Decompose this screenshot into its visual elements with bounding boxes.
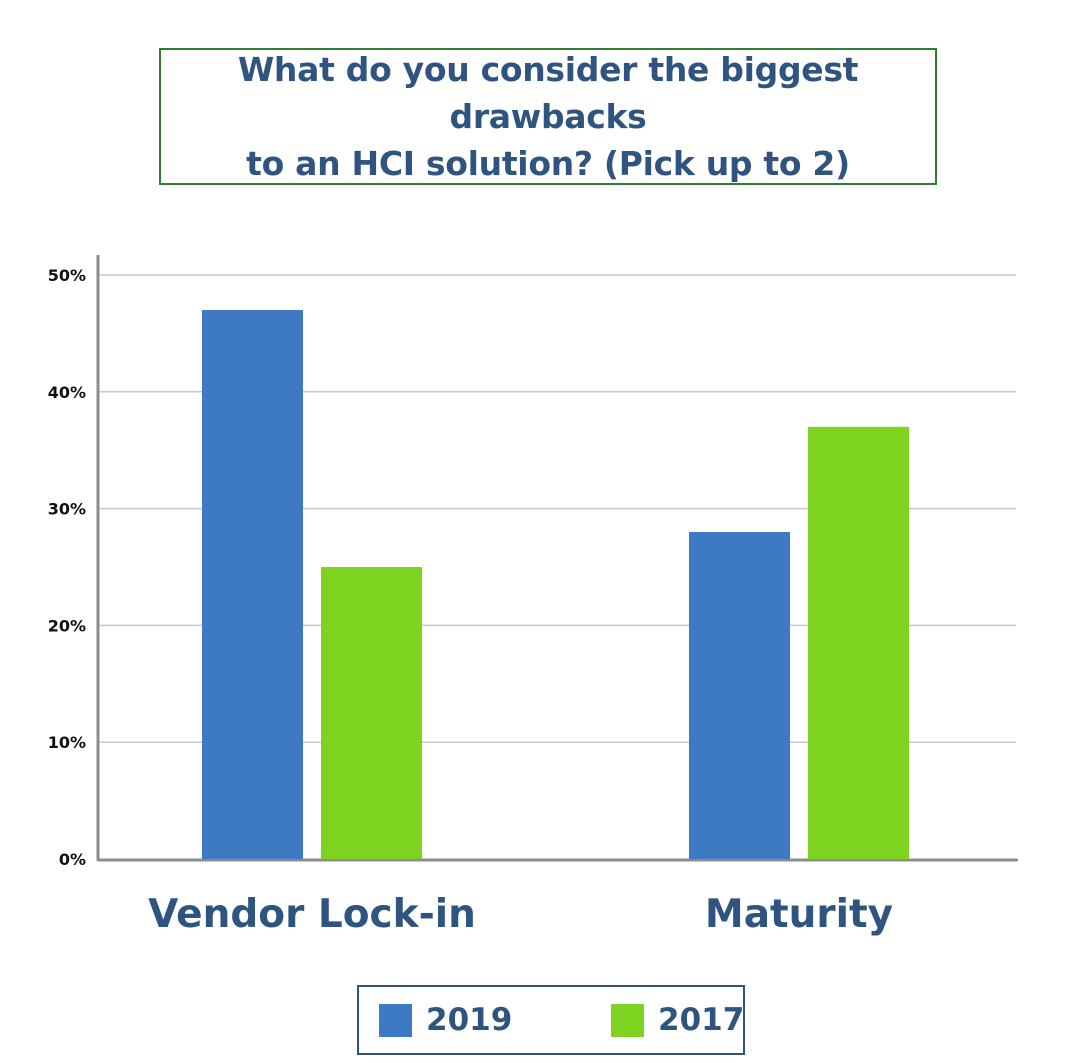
- chart-title-box: What do you consider the biggest drawbac…: [159, 48, 937, 185]
- bar-2019-1: [689, 531, 790, 859]
- legend-label-2019: 2019: [426, 1002, 513, 1038]
- legend-swatch-2019: [379, 1003, 412, 1037]
- bar-2017-0: [321, 567, 422, 859]
- y-tick-label: 0%: [59, 850, 86, 869]
- y-tick-label: 20%: [48, 616, 86, 635]
- legend-label-2017: 2017: [658, 1002, 745, 1038]
- bar-2019-0: [202, 310, 303, 859]
- legend-item-2019: 2019: [379, 987, 512, 1053]
- y-tick-label: 30%: [48, 500, 86, 519]
- y-tick-label: 50%: [48, 266, 86, 285]
- x-category-label: Vendor Lock-in: [148, 892, 476, 937]
- chart-legend: 2019 2017: [357, 985, 745, 1055]
- bar-2017-1: [808, 426, 909, 859]
- y-tick-label: 40%: [48, 383, 86, 402]
- bar-chart: 0% 10% 20% 30% 40% 50% Vendor Lock-in Maturity: [48, 255, 1018, 937]
- legend-item-2017: 2017: [611, 987, 744, 1053]
- legend-swatch-2017: [611, 1003, 644, 1037]
- y-tick-label: 10%: [48, 733, 86, 752]
- x-category-label: Maturity: [705, 892, 893, 937]
- chart-title: What do you consider the biggest drawbac…: [237, 50, 859, 183]
